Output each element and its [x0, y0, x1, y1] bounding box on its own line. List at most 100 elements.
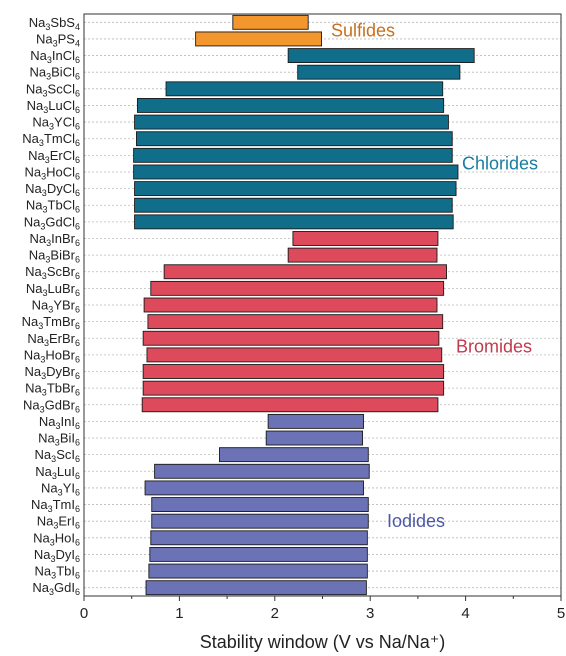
category-label: Na3PS4 [36, 31, 80, 48]
formula-text: ErCl [50, 148, 75, 163]
category-label: Na3DyBr6 [24, 364, 80, 381]
formula-text: Na [32, 115, 49, 130]
formula-subscript: 6 [75, 554, 80, 564]
bar-na3bicl6 [297, 64, 461, 80]
formula-subscript: 3 [44, 338, 49, 348]
formula-subscript: 6 [75, 404, 80, 414]
category-labels: Na3SbS4Na3PS4Na3InCl6Na3BiCl6Na3ScCl6Na3… [22, 15, 80, 597]
grid-lines [84, 21, 561, 589]
bar-na3incl6 [287, 48, 475, 64]
formula-text: LuBr [48, 281, 76, 296]
formula-subscript: 3 [50, 537, 55, 547]
formula-subscript: 3 [48, 305, 53, 315]
formula-subscript: 6 [75, 271, 80, 281]
formula-text: Na [26, 81, 43, 96]
category-label: Na3ErI6 [37, 514, 80, 531]
formula-text: ScCl [48, 81, 76, 96]
formula-text: Na [25, 381, 42, 396]
formula-subscript: 6 [75, 354, 80, 364]
formula-text: TbBr [47, 381, 76, 396]
category-label: Na3TmBr6 [22, 314, 80, 331]
bar-na3hoi6 [150, 530, 368, 546]
formula-text: Na [33, 530, 50, 545]
formula-text: TbI [56, 564, 75, 579]
formula-subscript: 6 [75, 371, 80, 381]
category-label: Na3DyCl6 [25, 181, 80, 198]
category-label: Na3ScBr6 [25, 264, 80, 281]
formula-text: GdBr [45, 397, 76, 412]
category-label: Na3YCl6 [32, 115, 80, 132]
category-label: Na3LuI6 [35, 464, 80, 481]
formula-text: InI [61, 414, 75, 429]
formula-subscript: 6 [75, 138, 80, 148]
x-tick-label: 5 [557, 605, 565, 622]
formula-subscript: 6 [75, 487, 80, 497]
formula-subscript: 6 [75, 221, 80, 231]
formula-text: Na [24, 214, 41, 229]
category-label: Na3HoI6 [33, 530, 80, 547]
formula-text: Na [30, 65, 47, 80]
formula-subscript: 4 [75, 22, 80, 32]
category-label: Na3ErBr6 [27, 331, 80, 348]
category-label: Na3YBr6 [32, 298, 80, 315]
formula-subscript: 3 [50, 554, 55, 564]
formula-subscript: 3 [45, 255, 50, 265]
formula-text: LuI [57, 464, 75, 479]
x-tick-label: 3 [366, 605, 374, 622]
bar-na3lubr6 [150, 280, 445, 296]
formula-text: Na [25, 181, 42, 196]
formula-subscript: 6 [75, 255, 80, 265]
bar-na3tbbr6 [142, 380, 445, 396]
bar-na3bii6 [265, 430, 364, 446]
formula-text: DyBr [46, 364, 76, 379]
category-label: Na3InI6 [39, 414, 80, 431]
category-label: Na3LuCl6 [27, 98, 80, 115]
formula-subscript: 6 [75, 288, 80, 298]
formula-subscript: 6 [75, 122, 80, 132]
formula-subscript: 6 [75, 421, 80, 431]
formula-text: HoI [55, 530, 75, 545]
formula-subscript: 3 [43, 88, 48, 98]
bar-na3ercl6 [133, 147, 453, 163]
bar-na3erbr6 [142, 330, 440, 346]
category-label: Na3GdBr6 [23, 397, 80, 414]
formula-subscript: 6 [75, 388, 80, 398]
formula-subscript: 6 [75, 305, 80, 315]
formula-text: BiI [60, 431, 75, 446]
group-label-chlorides: Chlorides [462, 154, 538, 174]
bar-na3tmcl6 [136, 131, 453, 147]
formula-subscript: 3 [39, 138, 44, 148]
bar-na3ycl6 [134, 114, 449, 130]
formula-text: SbS [50, 15, 75, 30]
category-label: Na3ScCl6 [26, 81, 80, 98]
formula-text: GdI [54, 580, 75, 595]
bar-na3dycl6 [134, 181, 457, 197]
formula-subscript: 3 [58, 487, 63, 497]
bar-na3ps4 [195, 31, 322, 47]
formula-text: InBr [51, 231, 76, 246]
formula-text: Na [30, 231, 47, 246]
formula-subscript: 3 [43, 288, 48, 298]
formula-text: Na [24, 364, 41, 379]
bar-na3dyi6 [149, 546, 368, 562]
formula-subscript: 6 [75, 55, 80, 65]
category-label: Na3InBr6 [30, 231, 81, 248]
formula-subscript: 3 [46, 72, 51, 82]
category-label: Na3TbI6 [35, 564, 80, 581]
category-label: Na3ErCl6 [28, 148, 80, 165]
formula-subscript: 6 [75, 155, 80, 165]
formula-text: Na [37, 514, 54, 529]
bar-na3sccl6 [165, 81, 444, 97]
formula-text: Na [31, 497, 48, 512]
category-label: Na3LuBr6 [26, 281, 80, 298]
formula-subscript: 3 [38, 321, 43, 331]
formula-text: Na [27, 331, 44, 346]
formula-text: Na [24, 347, 41, 362]
formula-text: Na [26, 198, 43, 213]
formula-subscript: 3 [53, 38, 58, 48]
category-label: Na3BiI6 [38, 431, 80, 448]
formula-text: Na [41, 480, 58, 495]
formula-text: Na [27, 98, 44, 113]
group-label-iodides: Iodides [387, 511, 445, 531]
